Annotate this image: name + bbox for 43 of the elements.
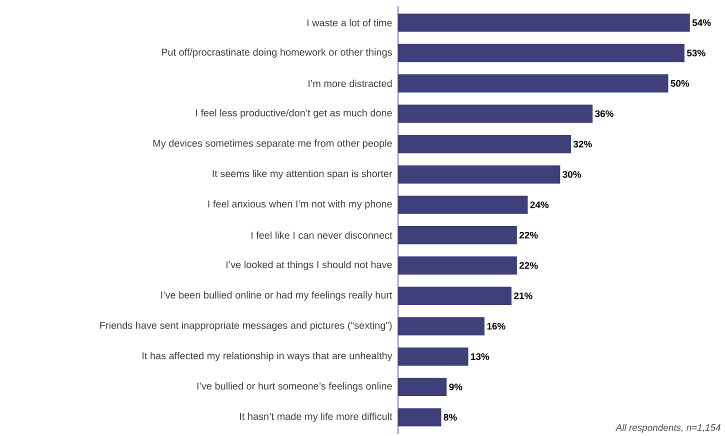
data-label: 53% [686,50,706,56]
bar [398,256,517,275]
bar [398,196,528,214]
y-tick-label: I waste a lot of time [307,19,392,26]
y-tick-label: It hasn’t made my life more difficult [240,412,392,422]
data-label: 13% [471,353,490,360]
data-label: 50% [670,80,690,87]
annotation: All respondents, n=1,154 [615,424,720,433]
data-label: 36% [595,110,614,118]
data-label: 21% [514,292,532,300]
data-label: 22% [519,262,538,269]
data-label: 22% [519,232,538,239]
data-label: 30% [562,171,582,178]
y-tick-label: It seems like my attention span is shorter [212,170,392,180]
data-label: 54% [692,19,711,26]
bar [398,317,484,336]
bar [398,347,468,366]
bar [398,135,571,154]
y-tick-label: I feel less productive/don’t get as much done [196,109,392,118]
y-tick-label: I’ve been bullied online or had my feelings really hurt [161,291,392,301]
bar [398,165,560,184]
bar [398,14,690,32]
y-tick-label: I feel like I can never disconnect [252,232,392,239]
y-tick-label: My devices sometimes separate me from other people [153,139,392,149]
bar [398,286,512,305]
bar [398,378,447,396]
y-tick-label: I’ve bullied or hurt someone’s feelings online [197,382,392,392]
bar [398,74,668,92]
y-tick-label: I’m more distracted [308,80,392,88]
y-tick-label: I’ve looked at things I should not have [226,260,392,270]
y-tick-label: I feel anxious when I’m not with my phone [208,200,392,210]
bar [398,104,593,123]
data-label: 16% [487,322,506,330]
data-label: 9% [449,384,462,390]
y-tick-label: It has affected my relationship in ways that are unhealthy [142,352,392,362]
bar [398,408,442,426]
bar [398,44,684,62]
y-tick-label: Put off/procrastinate doing homework or other things [162,48,392,58]
data-label: 32% [573,140,592,148]
y-tick-label: Friends have sent inappropriate messages and pictures (“sexting”) [100,322,392,331]
data-label: 24% [530,201,549,208]
data-label: 8% [444,414,457,421]
bar [398,226,517,244]
